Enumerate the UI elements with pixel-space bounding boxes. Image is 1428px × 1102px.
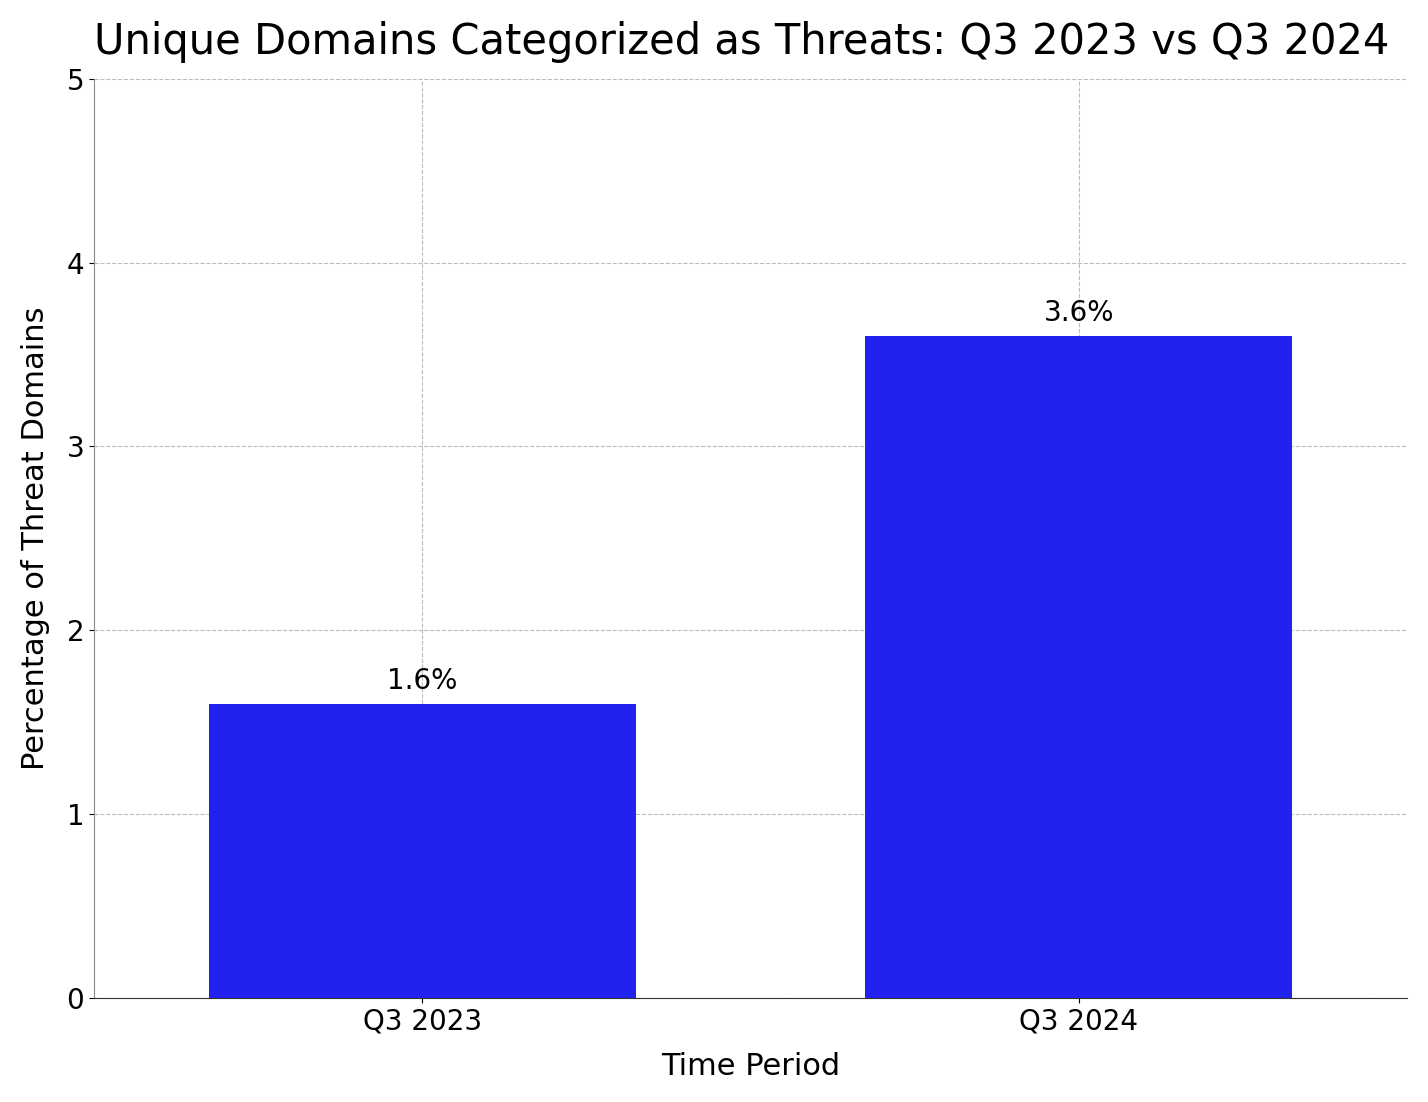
Text: 3.6%: 3.6% — [1044, 299, 1114, 327]
Text: 1.6%: 1.6% — [387, 667, 457, 694]
X-axis label: Time Period: Time Period — [661, 1052, 840, 1081]
Bar — [208, 704, 635, 997]
Y-axis label: Percentage of Threat Domains: Percentage of Threat Domains — [21, 306, 50, 770]
Text: Unique Domains Categorized as Threats: Q3 2023 vs Q3 2024: Unique Domains Categorized as Threats: Q… — [94, 21, 1389, 63]
Bar — [865, 336, 1292, 997]
